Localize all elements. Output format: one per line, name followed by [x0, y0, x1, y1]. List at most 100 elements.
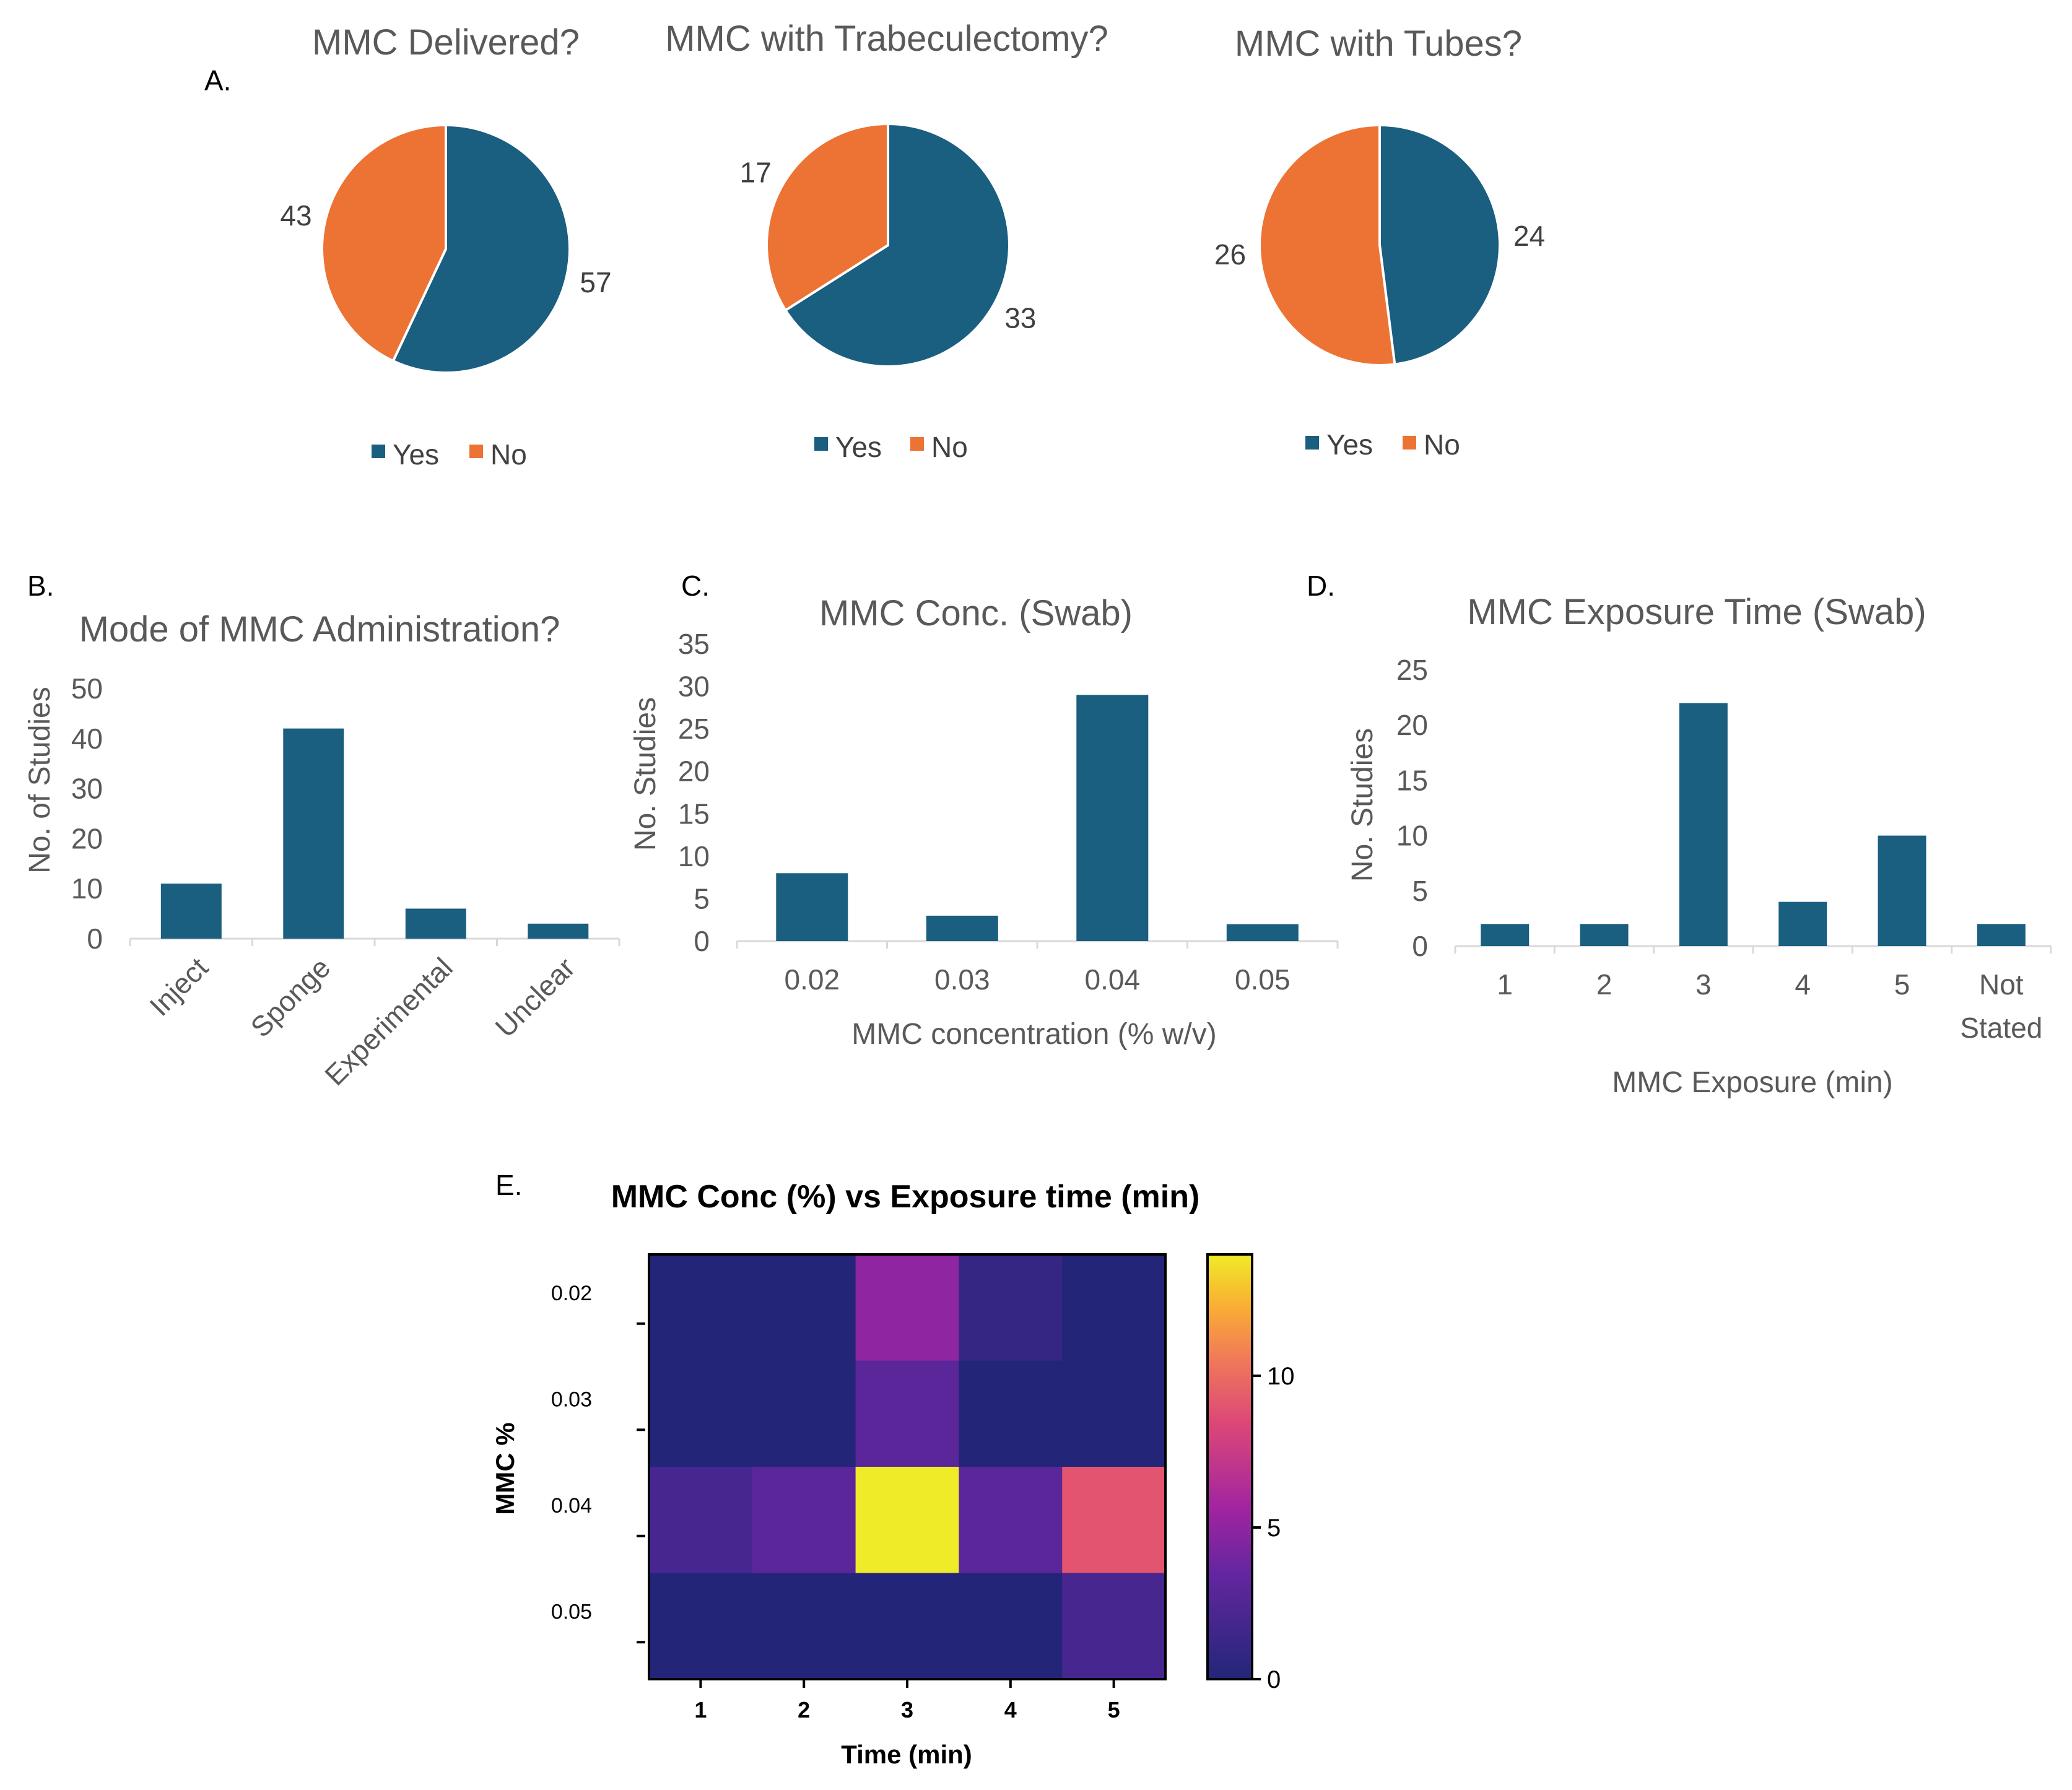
bar-0.02: [776, 873, 848, 941]
heatmap-cell: [855, 1254, 959, 1361]
x-tick-label: 0.05: [1235, 963, 1291, 996]
x-tick-label: 0.04: [1085, 963, 1141, 996]
heatmap-cells: 1 2 3 4 5 0.02 0.03 0.04 0.05: [551, 1253, 1167, 1723]
pie-chart-trabeculectomy: MMC with Trabeculectomy? 33 17 Yes No: [665, 19, 1108, 463]
pie-slice-no: [765, 122, 889, 312]
y-tick-label: 0: [87, 923, 103, 955]
bar-experimental: [405, 908, 466, 939]
pie-data-label: 57: [580, 266, 611, 298]
x-axis-label: MMC Exposure (min): [1612, 1066, 1892, 1099]
colorbar-tick-label: 10: [1267, 1363, 1295, 1390]
pie-slices: 33 17: [740, 122, 1036, 368]
pie-slices: 24 26: [1214, 123, 1545, 367]
pie-legend: Yes No: [1305, 428, 1460, 461]
heatmap-cell: [649, 1573, 753, 1680]
bar-5: [1878, 835, 1926, 946]
bar-0.03: [926, 915, 998, 941]
colorbar: 0 5 10: [1206, 1253, 1295, 1693]
x-tick-label: Stated: [1960, 1012, 2042, 1044]
y-tick-label: 30: [678, 671, 710, 703]
x-tick-label: 0.03: [934, 963, 990, 996]
pie-legend: Yes No: [372, 438, 527, 471]
heatmap-title: MMC Conc (%) vs Exposure time (min): [611, 1179, 1200, 1215]
bar-chart-exposure: MMC Exposure Time (Swab) No. Studies MMC…: [1346, 592, 2052, 1099]
x-tick-label: 5: [1894, 968, 1910, 1001]
heatmap-cell: [752, 1360, 856, 1467]
heatmap-cell: [959, 1467, 1063, 1573]
x-tick-label: 2: [1596, 968, 1613, 1001]
x-tick-label: Not: [1979, 968, 2024, 1001]
x-tick-label: 0.02: [785, 963, 840, 996]
heatmap-cell: [752, 1573, 856, 1680]
colorbar-tick-label: 5: [1267, 1514, 1281, 1542]
heatmap-cell: [1062, 1360, 1166, 1467]
y-tick-label: 10: [1396, 820, 1428, 852]
y-tick-label: 25: [1396, 654, 1428, 686]
y-tick-label: 40: [71, 723, 103, 755]
y-tick-label: 5: [694, 882, 710, 915]
x-tick-label: 2: [798, 1697, 810, 1723]
legend-swatch-no: [1403, 436, 1416, 450]
bar-chart-concentration: MMC Conc. (Swab) No. Studies MMC concent…: [629, 593, 1339, 1051]
x-tick-label: 4: [1795, 968, 1811, 1001]
bar-chart-title: Mode of MMC Administration?: [79, 609, 560, 650]
x-tick-label: 1: [694, 1697, 707, 1723]
legend-label-yes: Yes: [1326, 428, 1373, 461]
pie-legend: Yes No: [814, 431, 968, 463]
legend-swatch-no: [910, 437, 924, 451]
x-tick-label: Inject: [143, 951, 214, 1022]
legend-swatch-no: [469, 445, 483, 458]
x-tick-label: 1: [1497, 968, 1513, 1001]
pie-title: MMC with Trabeculectomy?: [665, 19, 1108, 59]
heatmap-cell: [752, 1254, 856, 1361]
heatmap-cell: [855, 1467, 959, 1573]
bar-chart-title: MMC Exposure Time (Swab): [1467, 592, 1926, 632]
x-tick-label: Experimental: [318, 951, 459, 1092]
y-tick-label: 10: [678, 840, 710, 872]
bar-sponge: [283, 728, 344, 939]
x-tick-label: 3: [901, 1697, 913, 1723]
pie-data-label: 24: [1513, 220, 1545, 252]
legend-label-no: No: [490, 438, 527, 471]
y-tick-label: 0.04: [551, 1494, 592, 1518]
x-axis-label: MMC concentration (% w/v): [851, 1018, 1216, 1051]
bar-0.04: [1076, 695, 1149, 941]
bar-chart-administration: Mode of MMC Administration? No. of Studi…: [24, 609, 620, 1092]
pie-slice-no: [1258, 123, 1396, 367]
pie-slice-yes: [1378, 123, 1501, 366]
y-tick-label: 15: [678, 797, 710, 830]
y-tick-label: 20: [678, 755, 710, 788]
y-tick-label: 25: [678, 713, 710, 745]
y-tick-label: 5: [1412, 875, 1428, 907]
legend-swatch-yes: [814, 437, 828, 451]
heatmap-cell: [1062, 1573, 1166, 1680]
y-axis-label: No. Studies: [1346, 728, 1379, 882]
bar-0.05: [1226, 924, 1299, 941]
pie-chart-delivered: MMC Delivered? 57 43 Yes No: [280, 22, 611, 471]
y-tick-label: 35: [678, 628, 710, 660]
bar-4: [1778, 902, 1827, 946]
x-tick-label: Sponge: [244, 951, 336, 1043]
legend-swatch-yes: [372, 445, 385, 458]
legend-label-no: No: [1424, 428, 1460, 461]
heatmap-cell: [649, 1254, 753, 1361]
bar-3: [1679, 703, 1728, 946]
panel-label-a: A.: [204, 64, 231, 97]
heatmap-cell: [752, 1467, 856, 1573]
y-tick-label: 15: [1396, 764, 1428, 796]
bar-unclear: [528, 923, 589, 939]
y-tick-label: 20: [71, 822, 103, 854]
pie-data-label: 33: [1004, 302, 1036, 334]
x-tick-label: 4: [1004, 1697, 1017, 1723]
x-axis-label: Time (min): [841, 1740, 972, 1769]
pie-slice-yes: [783, 122, 1011, 368]
heatmap-cell: [649, 1360, 753, 1467]
heatmap-cell: [855, 1360, 959, 1467]
panel-label-c: C.: [681, 570, 710, 602]
pie-chart-tubes: MMC with Tubes? 24 26 Yes No: [1214, 24, 1545, 461]
y-tick-label: 50: [71, 672, 103, 705]
y-tick-label: 0: [694, 925, 710, 957]
heatmap-cell: [1062, 1254, 1166, 1361]
